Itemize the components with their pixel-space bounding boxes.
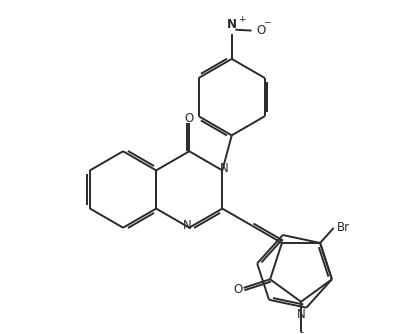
Text: O: O — [185, 112, 194, 125]
Text: O: O — [256, 24, 265, 37]
Text: +: + — [237, 15, 245, 24]
Text: N: N — [227, 18, 237, 31]
Text: O: O — [233, 283, 242, 296]
Text: N: N — [183, 219, 192, 232]
Text: Br: Br — [337, 221, 350, 234]
Text: N: N — [220, 162, 229, 175]
Text: N: N — [296, 308, 305, 321]
Text: −: − — [263, 17, 271, 26]
